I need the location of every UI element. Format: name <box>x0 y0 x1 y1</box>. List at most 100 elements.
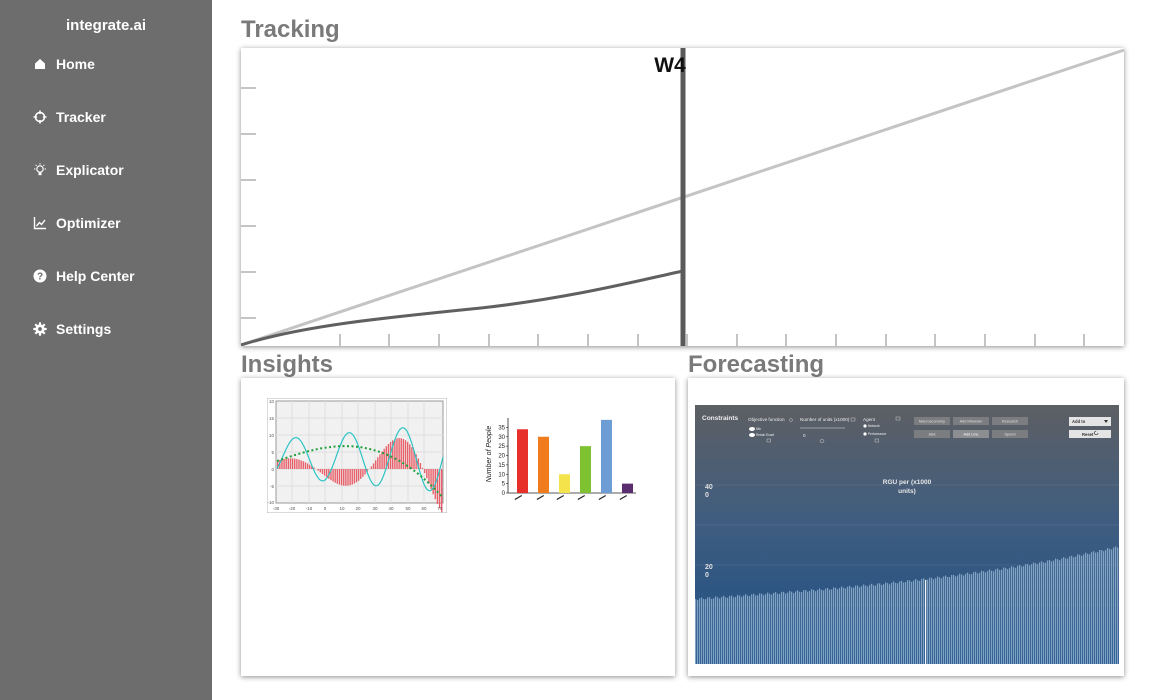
forecast-bar <box>1063 557 1065 664</box>
forecast-bar <box>969 574 971 664</box>
wave-bar <box>353 469 356 484</box>
forecast-chart-title-line1: RGU per (x1000 <box>883 479 932 486</box>
reset-button[interactable] <box>1069 430 1111 438</box>
agent-radio-performance[interactable] <box>863 432 867 436</box>
wave-y-tick: 0 <box>271 467 274 472</box>
forecast-bars <box>695 546 1119 664</box>
forecast-bar <box>1103 551 1105 664</box>
forecast-bar <box>1075 556 1077 664</box>
research-button[interactable] <box>992 417 1028 425</box>
forecast-bar <box>767 592 769 664</box>
forecast-bar <box>975 571 977 664</box>
objective-option: Retain Exact <box>756 433 774 437</box>
add-to-dropdown[interactable] <box>1069 417 1111 426</box>
forecast-bar <box>1071 555 1073 664</box>
line-chart-icon <box>33 216 47 230</box>
forecast-bar <box>835 587 837 664</box>
bar-y-tick: 15 <box>498 463 505 469</box>
forecast-bar <box>823 590 825 664</box>
forecast-bar <box>1027 564 1029 664</box>
wave-bar <box>304 462 307 469</box>
forecast-bar <box>859 587 861 664</box>
forecast-bar <box>1091 552 1093 664</box>
objective-option: Min <box>756 427 761 431</box>
objective-radio-retain[interactable] <box>749 433 755 437</box>
wave-chart-thumbnail[interactable]: 10 15 10 5 0 -5 -10 -30 -20 -10 0 10 20 … <box>267 398 447 513</box>
wave-bar <box>400 438 402 469</box>
forecast-bar <box>939 577 941 664</box>
bar-y-tick: 20 <box>498 454 505 460</box>
wave-bar <box>325 469 328 478</box>
macroeconomy-button[interactable] <box>914 417 950 425</box>
forecast-bar <box>1089 554 1091 664</box>
units-handle[interactable] <box>819 439 825 443</box>
forecast-bar <box>827 588 829 664</box>
forecast-bar <box>1059 560 1061 664</box>
forecast-bar <box>751 594 753 664</box>
button-label: Research <box>1002 420 1018 424</box>
button-label: Add Line <box>964 433 979 437</box>
forecast-bar <box>965 573 967 664</box>
spend-button[interactable] <box>992 430 1028 438</box>
wave-bar <box>330 469 332 481</box>
forecast-bar <box>701 597 703 664</box>
forecast-bar <box>985 572 987 664</box>
wave-bar <box>379 454 381 469</box>
forecast-bar <box>1085 552 1087 664</box>
wave-bar <box>323 469 326 476</box>
sidebar: integrate.ai Home Tracker Explicator Opt… <box>0 0 212 700</box>
forecast-bar <box>909 580 911 664</box>
forecast-bar <box>825 588 827 664</box>
svg-text:?: ? <box>37 272 43 283</box>
bar-chart-thumbnail[interactable]: Number of People 35 30 25 20 15 10 5 0 <box>481 414 641 504</box>
objective-checkbox[interactable] <box>766 438 771 443</box>
sidebar-item-label: Help Center <box>56 268 135 284</box>
forecast-bar <box>1055 558 1057 664</box>
forecast-bar <box>1073 557 1075 664</box>
forecast-bar <box>809 591 811 664</box>
sidebar-item-home[interactable]: Home <box>33 56 95 72</box>
forecast-bar <box>943 576 945 664</box>
forecast-bar <box>1035 563 1037 664</box>
wave-bar <box>417 458 419 469</box>
add-line-button[interactable] <box>953 430 989 438</box>
agent-label: Agent <box>863 417 876 422</box>
forecast-bar <box>755 595 757 664</box>
wave-bar <box>355 469 358 483</box>
forecast-bar <box>1001 569 1003 664</box>
forecast-bar <box>979 572 981 664</box>
objective-radio-min[interactable] <box>749 427 755 431</box>
add-button[interactable] <box>914 430 950 438</box>
forecast-bar <box>733 597 735 664</box>
forecast-panel: Constraints Objective function Min Retai… <box>695 405 1119 664</box>
agent-checkbox[interactable] <box>874 438 879 443</box>
units-value: 0 <box>803 433 806 438</box>
forecast-bar <box>831 589 833 664</box>
forecast-bar <box>815 591 817 664</box>
wave-bar <box>349 469 351 486</box>
sidebar-item-optimizer[interactable]: Optimizer <box>33 215 121 231</box>
bar-y-tick: 5 <box>502 482 506 488</box>
sidebar-item-explicator[interactable]: Explicator <box>33 162 124 178</box>
sidebar-item-tracker[interactable]: Tracker <box>33 109 106 125</box>
sidebar-item-settings[interactable]: Settings <box>33 321 111 337</box>
wave-bar <box>360 469 362 479</box>
forecast-bar <box>787 592 789 664</box>
forecast-bar <box>1053 560 1055 664</box>
forecast-bar <box>915 579 917 664</box>
forecast-bar <box>1039 562 1041 664</box>
agent-radio-network[interactable] <box>863 424 867 428</box>
forecast-bar <box>739 595 741 664</box>
wave-bar <box>423 469 426 474</box>
wave-bar <box>321 469 324 474</box>
forecast-bar <box>861 586 863 664</box>
wave-y-tick: -5 <box>270 484 274 489</box>
wave-y-tick: 10 <box>269 399 275 404</box>
sidebar-item-help-center[interactable]: ? Help Center <box>33 268 135 284</box>
forecast-bar <box>699 598 701 664</box>
wave-x-tick: 70 <box>437 506 443 511</box>
forecast-bar <box>841 586 843 664</box>
wave-bar <box>287 458 290 469</box>
wave-bar <box>283 458 285 469</box>
add-mixdown-button[interactable] <box>953 417 989 425</box>
